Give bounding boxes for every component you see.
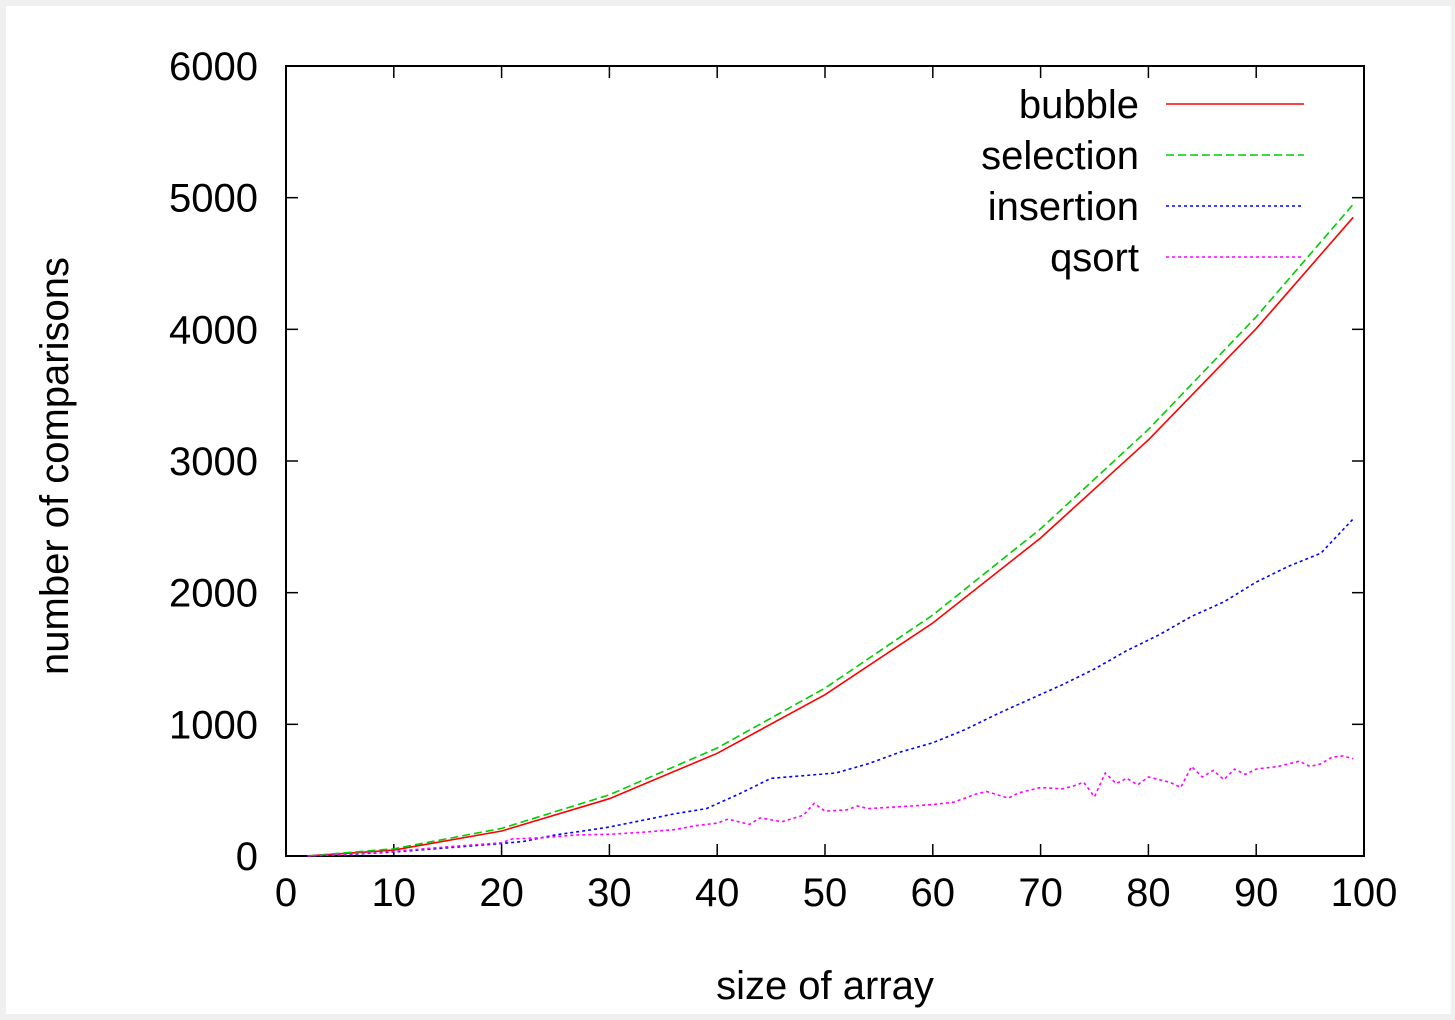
y-tick-label: 4000	[169, 308, 258, 352]
line-chart: 0 10 20 30 40 50 60 70 80 90 100010002000300040005…	[33, 45, 1397, 1008]
legend: bubble selection insertion qsort	[981, 83, 1304, 280]
series-line-selection	[307, 203, 1354, 857]
x-tick-label: 60	[911, 871, 956, 915]
x-tick-label: 50	[803, 871, 848, 915]
legend-label-bubble: bubble	[1019, 83, 1139, 127]
plot-area-border	[285, 65, 1365, 857]
x-tick-label: 70	[1018, 871, 1063, 915]
axis-ticks: 0 10 20 30 40 50 60 70 80 90 100010002000300040005…	[169, 45, 1397, 915]
x-tick-label: 90	[1234, 871, 1279, 915]
x-tick-label: 40	[695, 871, 740, 915]
x-tick-label: 80	[1126, 871, 1171, 915]
x-tick-label: 100	[1331, 871, 1398, 915]
x-tick-label: 30	[587, 871, 632, 915]
x-tick-label: 20	[479, 871, 524, 915]
legend-label-insertion: insertion	[988, 185, 1139, 229]
x-tick-label: 0	[275, 871, 297, 915]
y-tick-label: 3000	[169, 440, 258, 484]
legend-label-qsort: qsort	[1050, 236, 1139, 280]
series-line-insertion	[307, 518, 1354, 857]
x-axis-label: size of array	[716, 964, 934, 1008]
series-lines	[307, 203, 1354, 857]
y-tick-label: 2000	[169, 572, 258, 616]
y-tick-label: 0	[236, 835, 258, 879]
y-tick-label: 5000	[169, 177, 258, 221]
chart-frame: 0 10 20 30 40 50 60 70 80 90 100 0 1000 2000 3000 4000 5…	[6, 6, 1451, 1014]
y-tick-label: 1000	[169, 703, 258, 747]
y-axis-label: number of comparisons	[33, 257, 77, 675]
series-line-bubble	[307, 216, 1354, 857]
y-tick-label: 6000	[169, 45, 258, 89]
legend-label-selection: selection	[981, 134, 1139, 178]
x-tick-label: 10	[372, 871, 417, 915]
series-line-qsort	[307, 755, 1354, 857]
